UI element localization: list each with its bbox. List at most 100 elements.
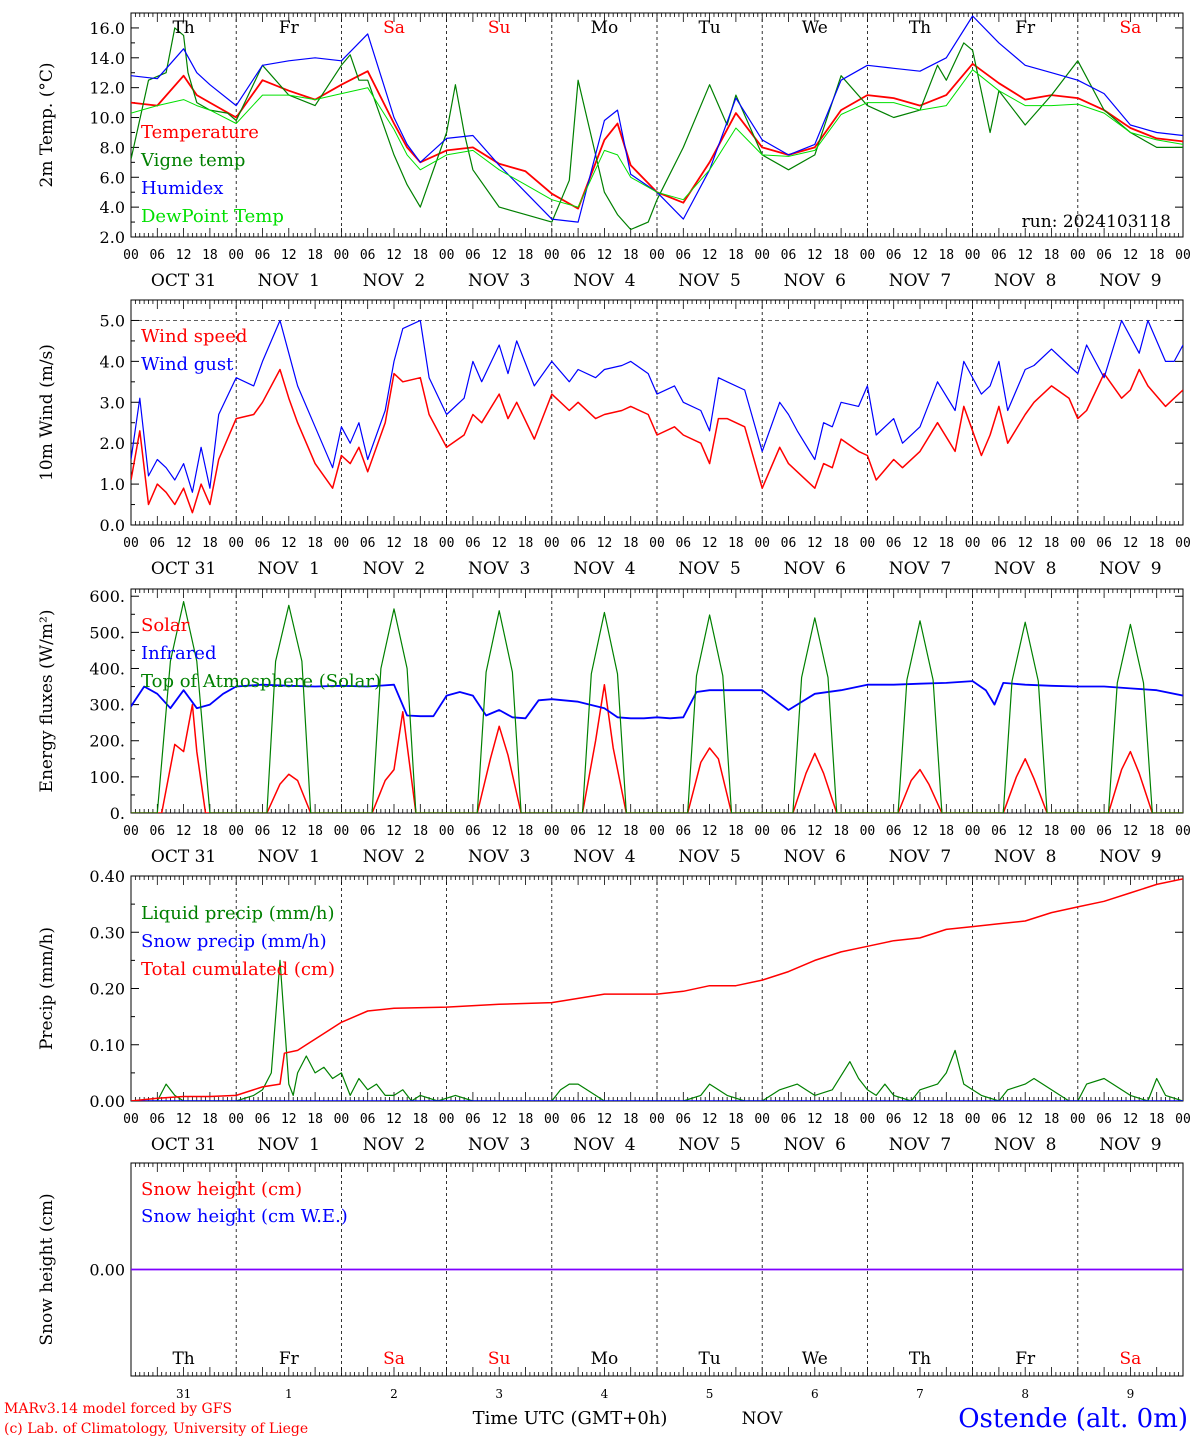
wind-hour-label: 18 [623, 536, 639, 551]
snow-weekday-label: Sa [1120, 1349, 1142, 1369]
wind-hour-label: 00 [123, 536, 139, 551]
wind-ylabel: 10m Wind (m/s) [37, 344, 57, 481]
precip-day-label: NOV 6 [784, 1135, 846, 1155]
snow-day-number: 1 [285, 1387, 293, 1401]
wind-series-line-wind-speed [131, 368, 1183, 514]
temp-hour-label: 00 [544, 248, 560, 263]
wind-hour-label: 00 [649, 536, 665, 551]
energy-day-label: NOV 9 [1099, 847, 1161, 867]
temp-weekday-label: Mo [591, 18, 619, 38]
wind-hour-label: 06 [570, 536, 586, 551]
precip-hour-label: 18 [518, 1112, 534, 1127]
snow-day-number: 5 [706, 1387, 714, 1401]
precip-ytick-label: 0.40 [89, 867, 125, 886]
temp-weekday-label: Sa [1120, 18, 1142, 38]
energy-legend-entry: Top of Atmosphere (Solar) [141, 671, 381, 692]
temp-ytick-label: 14.0 [89, 49, 125, 68]
energy-hour-label: 12 [597, 824, 613, 839]
temp-hour-label: 18 [202, 248, 218, 263]
temp-series-line-dewpoint-temp [131, 69, 1183, 208]
snow-weekday-label: Su [488, 1349, 511, 1369]
temp-hour-label: 18 [412, 248, 428, 263]
wind-hour-label: 12 [1123, 536, 1139, 551]
wind-ytick-label: 1.0 [100, 475, 125, 494]
wind-hour-label: 00 [544, 536, 560, 551]
wind-hour-label: 18 [833, 536, 849, 551]
meteogram-panels: 2.04.06.08.010.012.014.016.02m Temp. (°C… [37, 12, 1191, 1401]
wind-legend-entry: Wind gust [141, 354, 234, 375]
precip-hour-label: 00 [123, 1112, 139, 1127]
energy-hour-label: 18 [938, 824, 954, 839]
precip-hour-label: 12 [807, 1112, 823, 1127]
wind-hour-label: 00 [334, 536, 350, 551]
wind-frame [130, 299, 1184, 526]
footer: MARv3.14 model forced by GFS (c) Lab. of… [4, 1401, 1188, 1437]
precip-hour-label: 06 [991, 1112, 1007, 1127]
precip-day-label: NOV 3 [468, 1135, 530, 1155]
precip-day-label: NOV 2 [363, 1135, 425, 1155]
snow-weekday-label: Tu [698, 1349, 720, 1369]
temp-hour-label: 12 [912, 248, 928, 263]
temp-day-label: NOV 7 [889, 271, 951, 291]
temp-hour-label: 06 [1096, 248, 1112, 263]
wind-day-label: NOV 5 [678, 559, 740, 579]
wind-day-label: NOV 9 [1099, 559, 1161, 579]
temp-day-label: NOV 4 [573, 271, 635, 291]
temp-hour-label: 06 [255, 248, 271, 263]
energy-ytick-label: 200. [89, 732, 125, 751]
temp-series-line-humidex [131, 15, 1183, 223]
energy-hour-label: 18 [1149, 824, 1165, 839]
precip-legend-entry: Liquid precip (mm/h) [141, 903, 335, 924]
wind-hour-label: 06 [991, 536, 1007, 551]
temp-day-label: NOV 5 [678, 271, 740, 291]
precip-hour-label: 18 [728, 1112, 744, 1127]
temp-hour-label: 00 [1070, 248, 1086, 263]
temp-hour-label: 12 [176, 248, 192, 263]
snow-day-number: 6 [811, 1387, 819, 1401]
precip-hour-label: 18 [623, 1112, 639, 1127]
temp-weekday-label: Su [488, 18, 511, 38]
temp-hour-label: 12 [1017, 248, 1033, 263]
wind-hour-label: 06 [465, 536, 481, 551]
wind-ytick-label: 0.0 [100, 516, 125, 535]
precip-hour-label: 06 [255, 1112, 271, 1127]
energy-hour-label: 06 [675, 824, 691, 839]
energy-hour-label: 18 [412, 824, 428, 839]
precip-ytick-label: 0.00 [89, 1092, 125, 1111]
temp-ytick-label: 4.0 [100, 198, 125, 217]
temp-hour-label: 00 [860, 248, 876, 263]
precip-hour-label: 12 [281, 1112, 297, 1127]
precip-hour-label: 06 [781, 1112, 797, 1127]
credit-line-2: (c) Lab. of Climatology, University of L… [4, 1421, 308, 1437]
temp-hour-label: 18 [1149, 248, 1165, 263]
temp-hour-label: 06 [886, 248, 902, 263]
energy-day-label: NOV 3 [468, 847, 530, 867]
energy-hour-label: 18 [202, 824, 218, 839]
temp-weekday-label: Th [172, 18, 194, 38]
energy-hour-label: 12 [1123, 824, 1139, 839]
snow-legend-entry: Snow height (cm W.E.) [141, 1206, 348, 1227]
temp-hour-label: 00 [439, 248, 455, 263]
wind-hour-label: 12 [176, 536, 192, 551]
precip-hour-label: 06 [886, 1112, 902, 1127]
snow-panel: 0.00 Snow height (cm) Snow height (cm) Snow… [37, 1162, 1184, 1401]
energy-legend-entry: Infrared [141, 643, 216, 664]
temp-hour-label: 00 [965, 248, 981, 263]
energy-day-label: OCT 31 [151, 847, 216, 867]
energy-ytick-label: 0. [110, 804, 125, 823]
precip-series [131, 878, 1183, 1101]
temp-hour-label: 18 [728, 248, 744, 263]
energy-hour-label: 00 [649, 824, 665, 839]
energy-hour-label: 00 [334, 824, 350, 839]
energy-hour-label: 00 [860, 824, 876, 839]
wind-hour-label: 18 [1149, 536, 1165, 551]
snow-day-number: 9 [1127, 1387, 1135, 1401]
snow-day-number: 8 [1021, 1387, 1029, 1401]
energy-hour-label: 12 [281, 824, 297, 839]
energy-day-label: NOV 4 [573, 847, 635, 867]
snow-ytick-label: 0.00 [89, 1261, 125, 1280]
energy-day-label: NOV 2 [363, 847, 425, 867]
energy-hour-label: 06 [991, 824, 1007, 839]
temp-legend-entry: DewPoint Temp [141, 206, 284, 227]
